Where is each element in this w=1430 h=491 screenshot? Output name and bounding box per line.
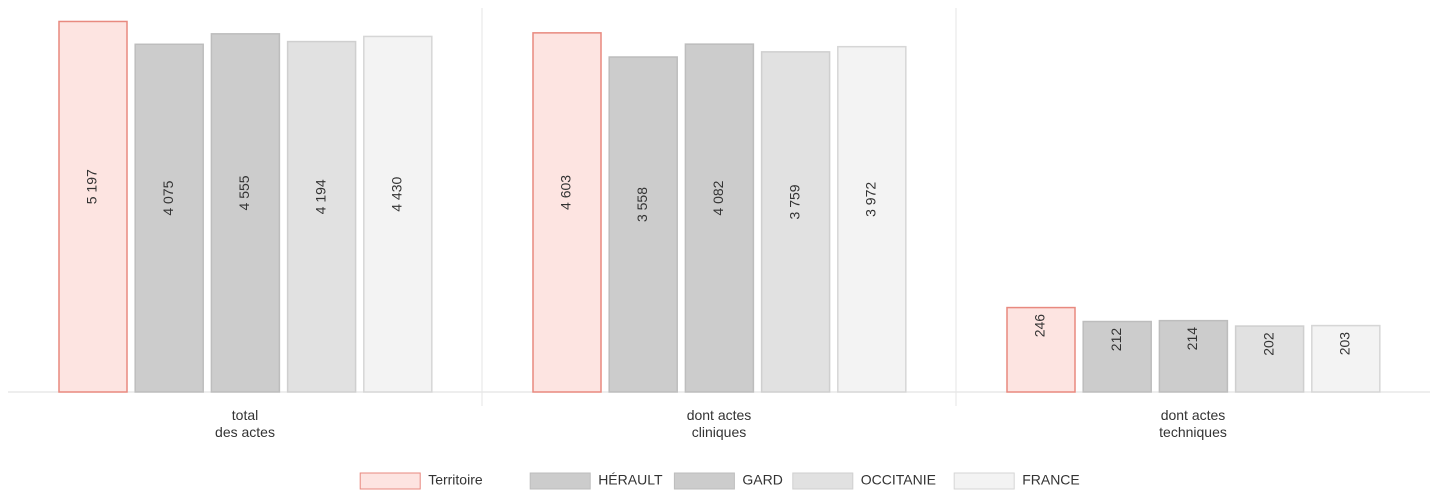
value-label: 4 430	[389, 177, 405, 212]
legend-label: Territoire	[428, 472, 483, 488]
bar	[532, 32, 602, 393]
bar	[1082, 320, 1152, 393]
legend-label: GARD	[742, 472, 782, 488]
value-label: 246	[1032, 314, 1048, 338]
bar	[1158, 319, 1229, 393]
bar	[363, 35, 433, 393]
bar	[1234, 325, 1305, 393]
value-label: 214	[1184, 327, 1200, 351]
value-label: 4 603	[558, 175, 574, 210]
bar	[58, 20, 128, 393]
legend-label: FRANCE	[1022, 472, 1080, 488]
bar	[837, 45, 907, 393]
value-label: 4 075	[160, 180, 176, 215]
x-tick-label: dont actes techniques	[1159, 407, 1227, 440]
value-label: 3 972	[863, 182, 879, 217]
value-label: 4 194	[312, 179, 328, 214]
value-label: 203	[1337, 332, 1353, 356]
value-label: 202	[1260, 332, 1276, 356]
value-label: 212	[1108, 328, 1124, 352]
bar	[134, 43, 204, 393]
legend-swatch	[792, 472, 854, 490]
bar	[1311, 324, 1381, 393]
legend-swatch	[529, 472, 591, 490]
legend-swatch	[953, 472, 1015, 490]
value-label: 3 558	[634, 187, 650, 222]
bar	[760, 51, 831, 393]
value-label: 4 082	[710, 180, 726, 215]
x-tick-label: total des actes	[215, 407, 275, 440]
bar	[286, 40, 357, 393]
value-label: 5 197	[84, 169, 100, 204]
value-label: 3 759	[786, 184, 802, 219]
legend-label: OCCITANIE	[861, 472, 936, 488]
x-tick-label: dont actes cliniques	[686, 407, 752, 440]
legend-swatch	[359, 472, 421, 490]
value-label: 4 555	[236, 175, 252, 210]
legend-swatch	[673, 472, 735, 490]
bar	[1006, 306, 1076, 393]
legend-label: HÉRAULT	[598, 472, 663, 488]
bar	[210, 33, 281, 393]
bar	[684, 43, 755, 393]
bar	[608, 56, 678, 393]
